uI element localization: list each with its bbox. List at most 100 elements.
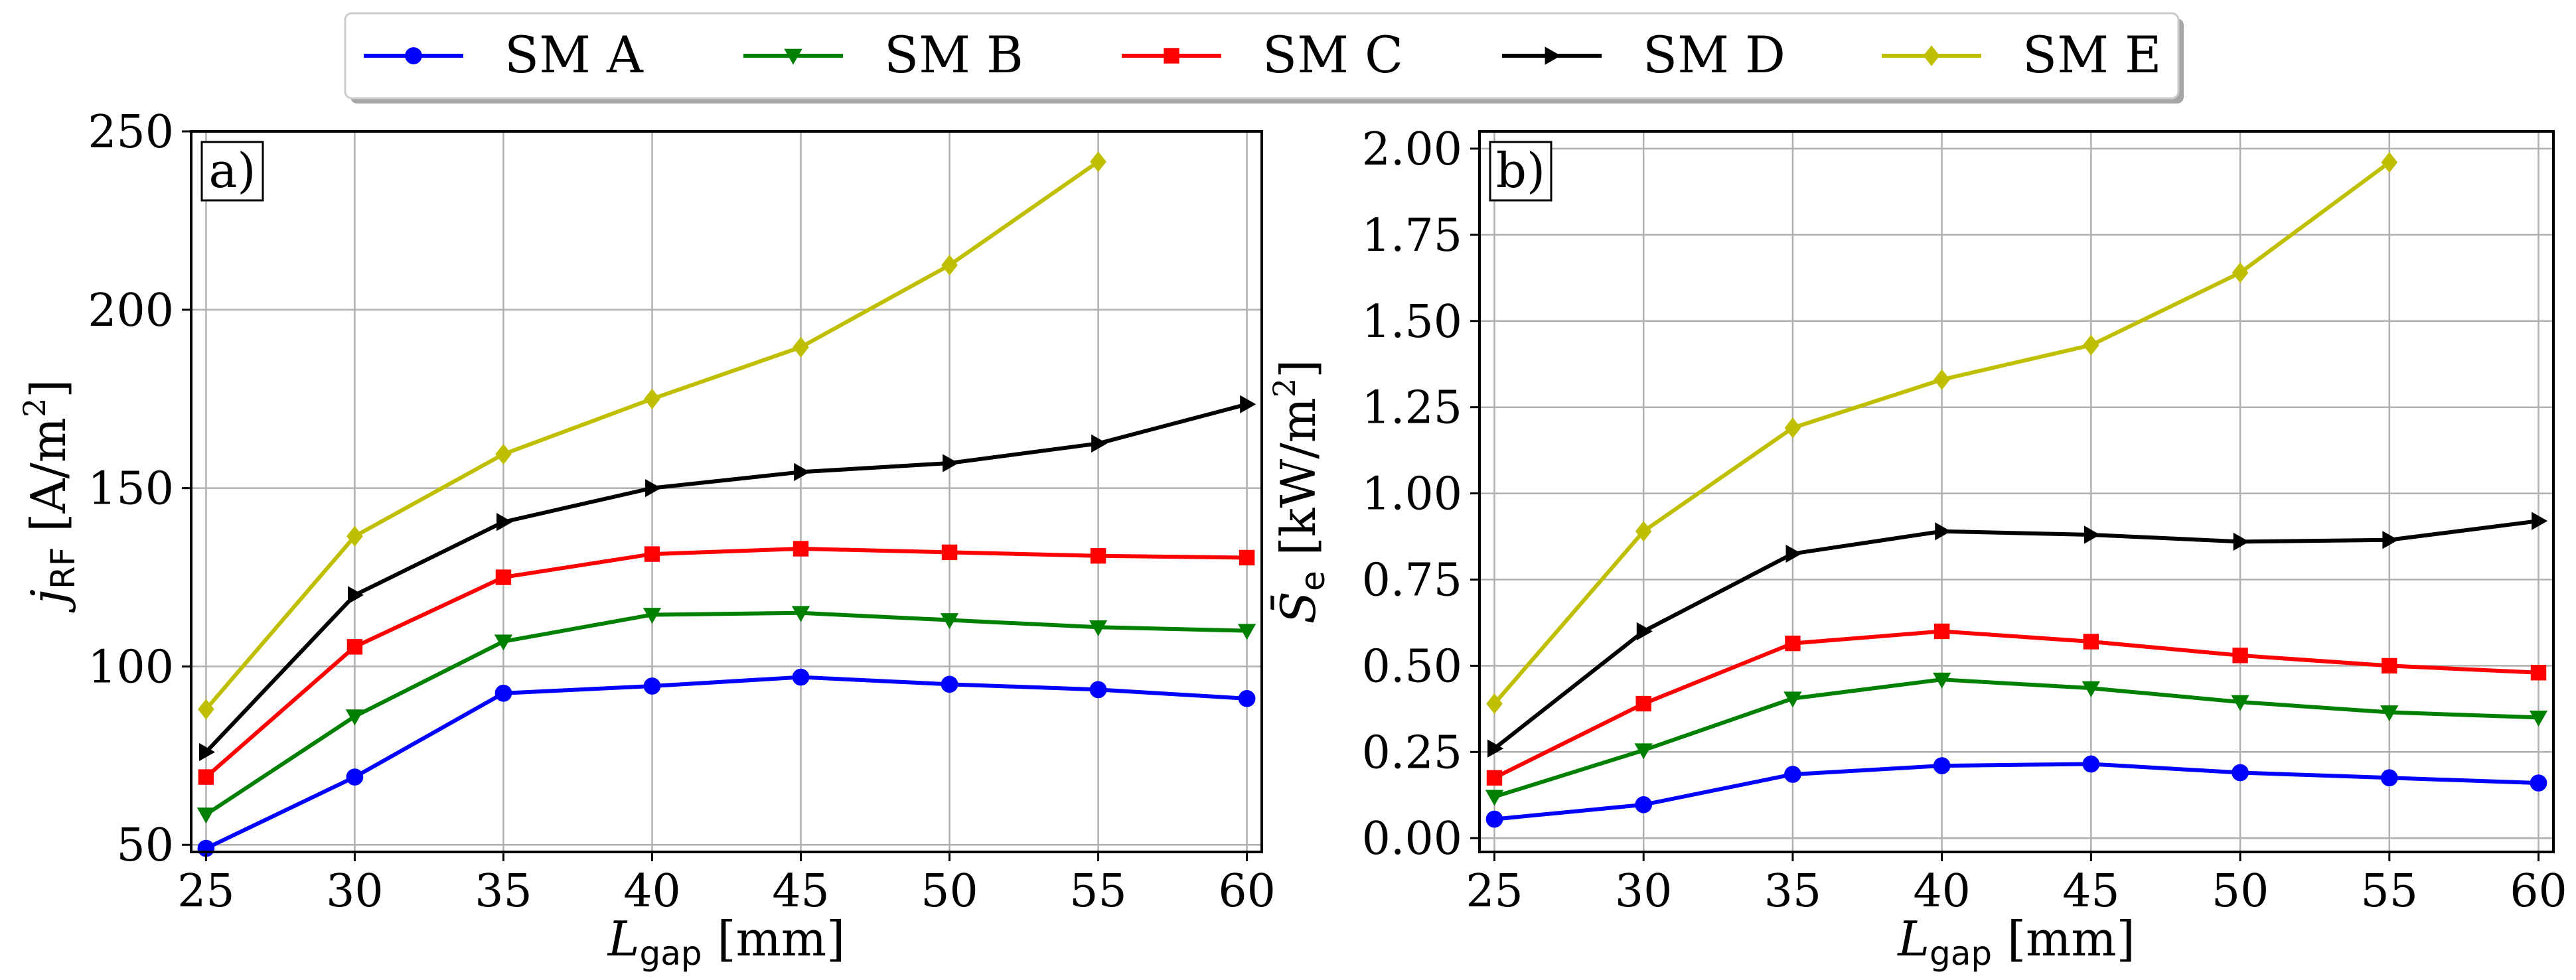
data-point: [940, 613, 959, 630]
x-axis-label: Lgap [mm]: [1896, 911, 2135, 973]
y-axis-label-unit: [kW/m: [1270, 397, 1326, 571]
series-line: [204, 547, 1247, 779]
series-sm-c: [1486, 623, 2547, 786]
data-point: [794, 462, 810, 482]
series-line: [1493, 519, 2539, 750]
data-point: [1485, 810, 1503, 828]
legend-entry-sm-d: SM D: [1502, 25, 1785, 84]
data-point: [1240, 395, 1256, 413]
x-tick-label: 50: [2212, 865, 2269, 918]
x-tick-label: 35: [1764, 865, 1822, 918]
series-sm-a: [1485, 755, 2547, 828]
x-axis-label-sub: gap: [640, 934, 702, 973]
legend-entry-sm-c: SM C: [1122, 25, 1403, 84]
y-axis-label-unit: [A/m: [21, 417, 76, 547]
y-tick-label: 0.50: [1362, 640, 1462, 693]
data-point: [1487, 739, 1504, 758]
data-point: [644, 388, 660, 409]
y-axis-label: S̄e [kW/m2]: [1266, 360, 1332, 624]
y-tick-label: 0.75: [1362, 555, 1462, 607]
y-tick-label: 1.00: [1362, 468, 1462, 521]
legend-marker: [1923, 45, 1940, 66]
x-tick-label: 25: [1466, 865, 1523, 918]
data-point: [793, 336, 809, 358]
series-sm-d: [199, 395, 1256, 762]
data-point: [2083, 334, 2099, 356]
x-tick-label: 30: [1615, 865, 1673, 918]
y-tick-label: 200: [88, 285, 174, 337]
data-point: [1635, 695, 1651, 712]
legend: SM A SM B SM C SM D SM E: [344, 12, 2184, 104]
data-point: [2381, 152, 2398, 173]
legend-entry-sm-a: SM A: [364, 25, 644, 84]
data-point: [346, 768, 364, 786]
x-tick-label: 35: [475, 865, 532, 918]
data-point: [2082, 755, 2100, 773]
data-point: [2530, 774, 2547, 792]
data-point: [2382, 531, 2399, 549]
y-axis-label-var: S̄: [1270, 591, 1326, 624]
data-point: [1091, 434, 1108, 453]
x-tick-label: 50: [921, 865, 978, 918]
legend-entry-sm-e: SM E: [1882, 25, 2162, 84]
data-point: [345, 709, 364, 726]
axes-frame: [190, 130, 1263, 853]
legend-marker: [784, 48, 802, 65]
data-point: [643, 677, 661, 695]
data-point: [199, 742, 216, 762]
x-tick-label: 45: [772, 865, 830, 918]
series-line: [204, 402, 1248, 754]
series-sm-d: [1487, 512, 2548, 758]
data-point: [941, 544, 958, 561]
data-point: [1932, 672, 1951, 689]
data-point: [1636, 622, 1653, 641]
x-axis-label-unit: [mm]: [702, 911, 846, 967]
data-point: [643, 608, 662, 624]
data-point: [1783, 691, 1802, 708]
data-point: [495, 569, 512, 585]
data-point: [1933, 623, 1950, 640]
data-point: [2382, 658, 2397, 674]
data-point: [645, 478, 662, 498]
legend-box: [344, 12, 2180, 100]
data-point: [1784, 766, 1801, 783]
x-tick-label: 40: [623, 865, 681, 918]
y-axis-label-close: ]: [21, 380, 76, 398]
legend-marker: [1164, 48, 1179, 64]
data-point: [941, 255, 958, 276]
panel-tag-box: [1489, 141, 1553, 202]
data-point: [346, 639, 363, 655]
data-point: [2232, 764, 2249, 782]
gridlines: [1479, 131, 2553, 852]
data-point: [2233, 532, 2249, 551]
x-tick-label: 60: [1218, 865, 1276, 918]
series-sm-e: [198, 151, 1106, 720]
panel-tag-box: [200, 141, 264, 202]
y-tick-label: 2.00: [1362, 123, 1462, 176]
data-point: [791, 606, 810, 622]
x-tick-label: 40: [1913, 865, 1971, 918]
y-tick-label: 1.25: [1362, 382, 1462, 435]
y-tick-label: 1.75: [1362, 210, 1462, 262]
data-point: [1486, 770, 1503, 786]
x-tick-label: 60: [2510, 865, 2567, 918]
y-axis-label-sub: RF: [44, 547, 82, 590]
data-point: [2231, 695, 2249, 711]
data-point: [941, 675, 958, 693]
legend-label: SM E: [2022, 25, 2162, 84]
x-tick-label: 55: [1069, 865, 1127, 918]
data-point: [198, 769, 214, 785]
legend-label: SM B: [884, 25, 1023, 84]
data-point: [1238, 689, 1256, 707]
series-sm-e: [1486, 152, 2398, 715]
data-point: [2380, 705, 2399, 722]
legend-label: SM A: [504, 25, 644, 84]
axes-frame: [1478, 130, 2555, 853]
x-tick-label: 25: [177, 865, 235, 918]
ticks: 25 30 35 40 45 50 55 60 50 100 150 200 250: [88, 106, 1276, 918]
data-point: [1090, 548, 1106, 564]
legend-label: SM C: [1262, 25, 1403, 84]
y-tick-label: 50: [116, 819, 174, 872]
data-point: [1486, 693, 1503, 715]
data-point: [1785, 544, 1802, 563]
